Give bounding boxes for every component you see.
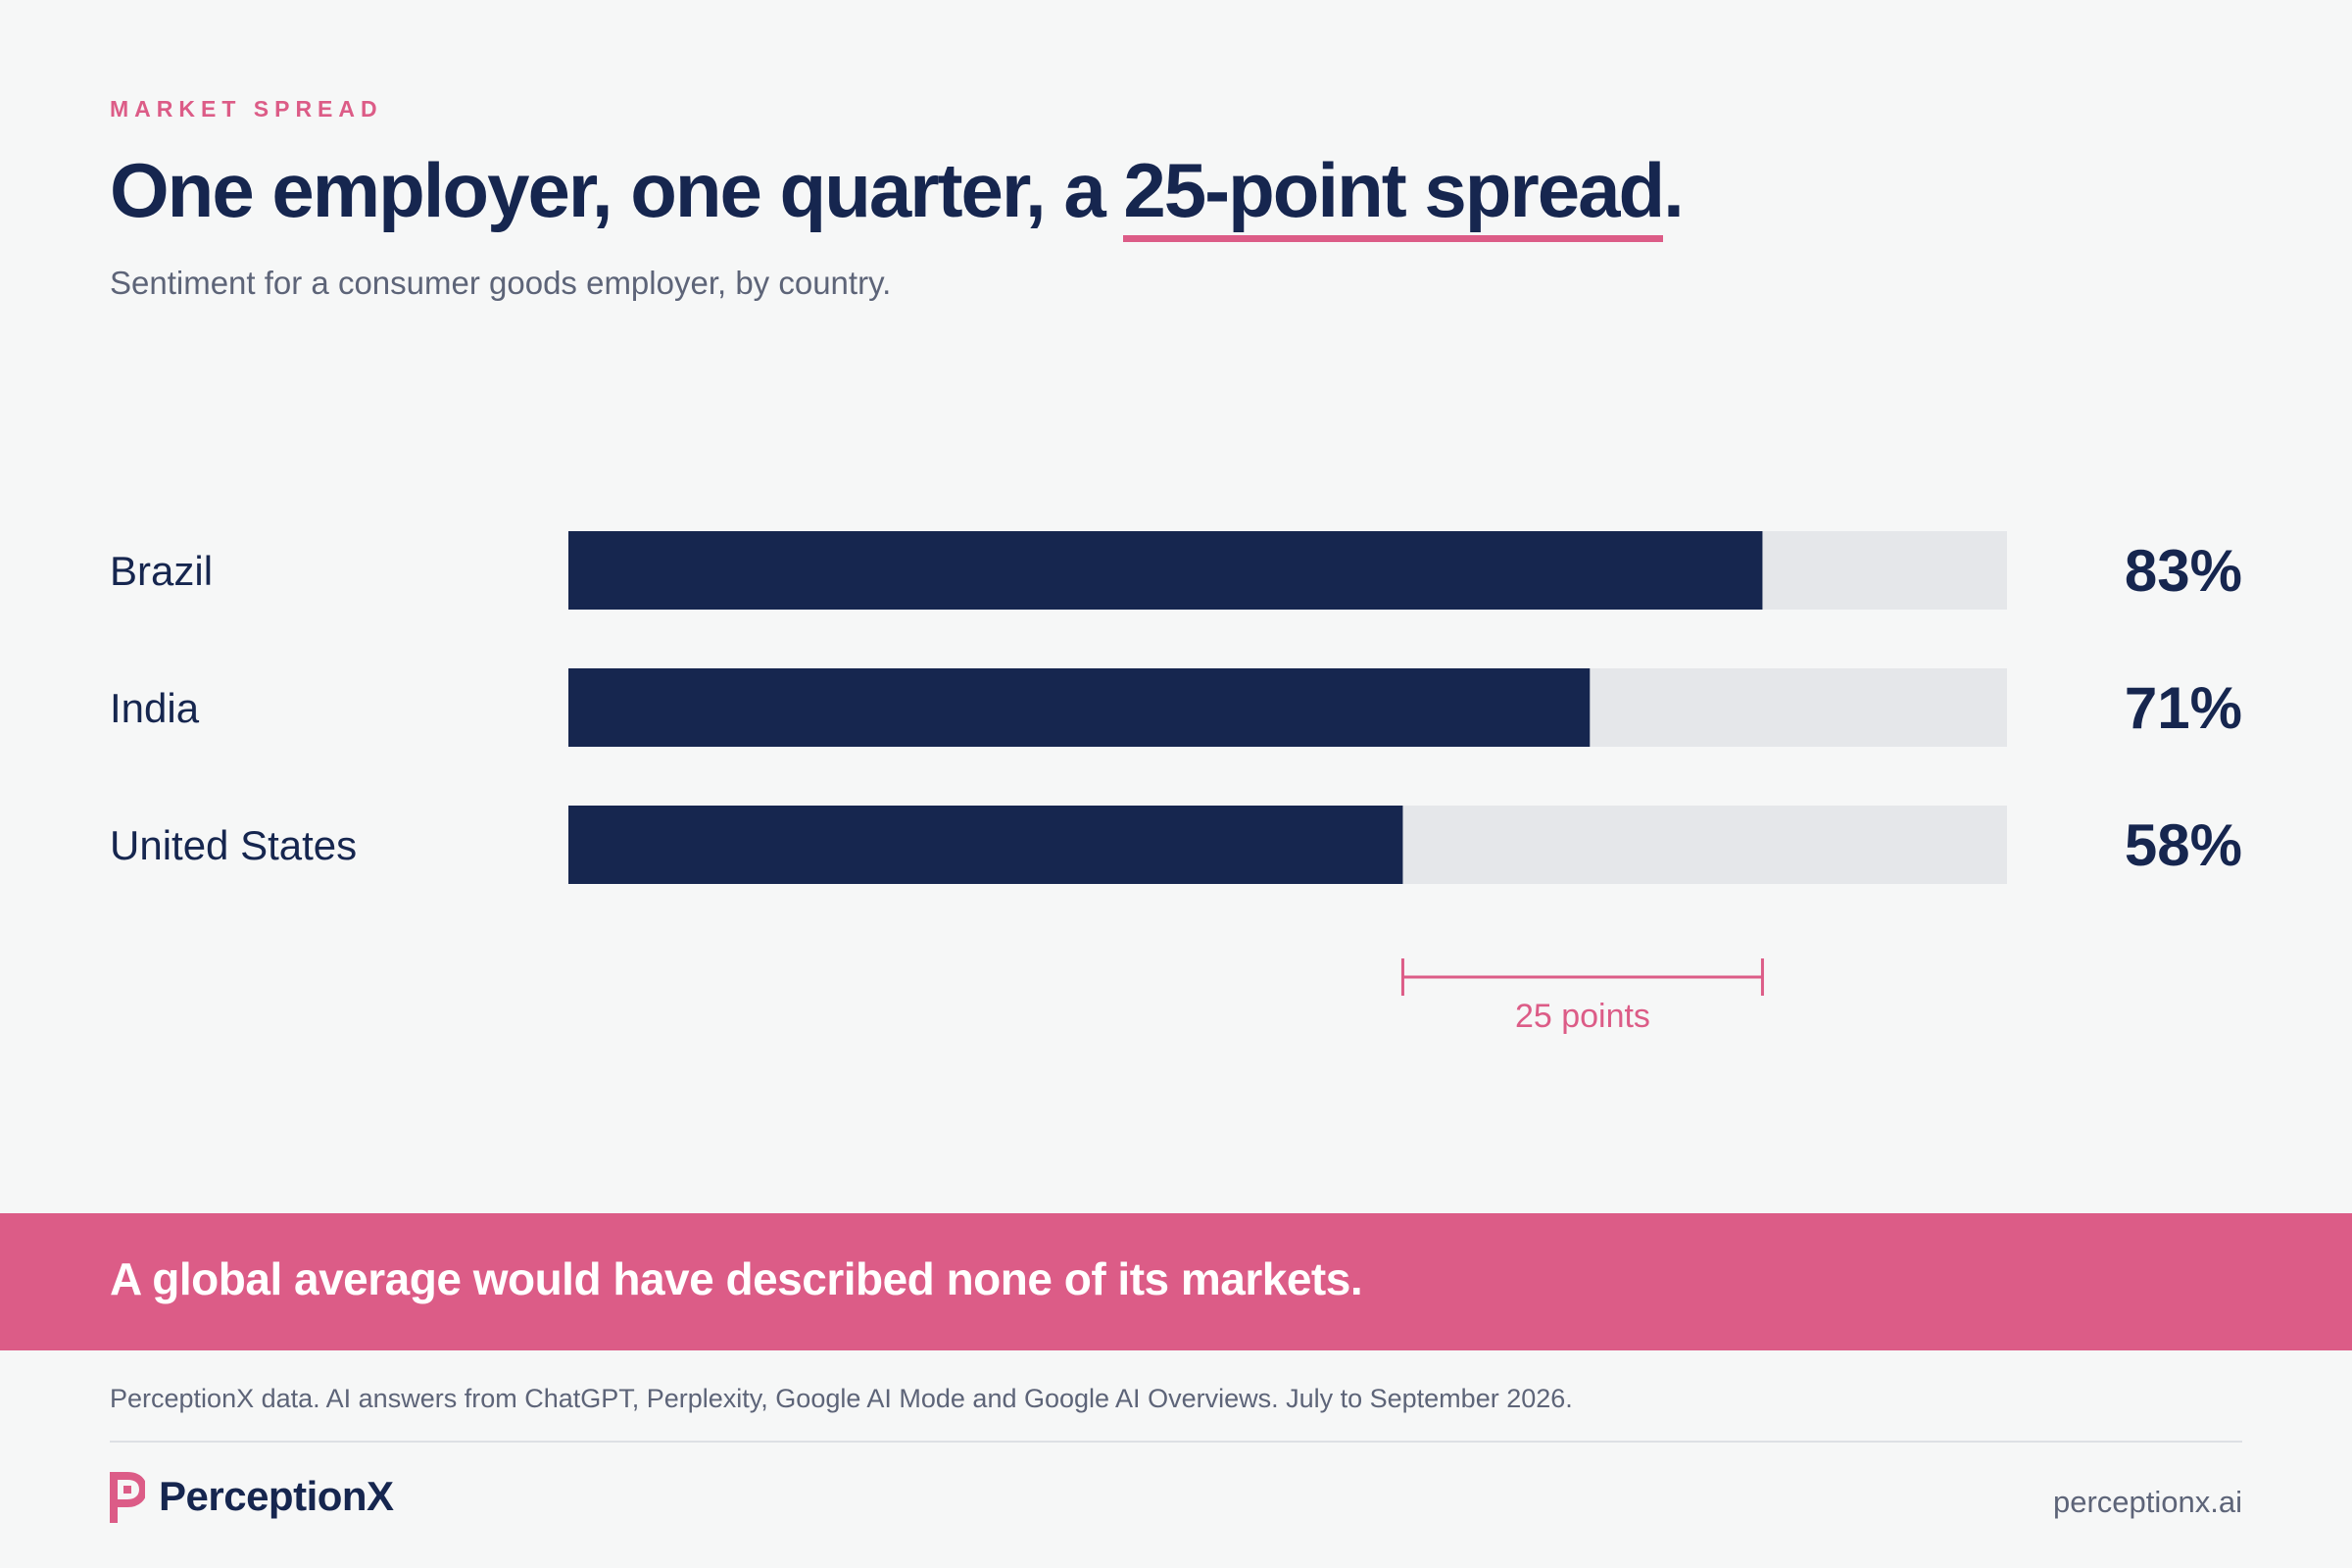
brand-name: PerceptionX xyxy=(159,1473,394,1519)
category-label-brazil: Brazil xyxy=(110,548,213,594)
page-subtitle: Sentiment for a consumer goods employer,… xyxy=(110,265,892,301)
spread-label: 25 points xyxy=(1515,998,1650,1035)
headline-start: One employer, one quarter, a xyxy=(110,147,1124,233)
headline-end: . xyxy=(1663,147,1685,233)
eyebrow-label: MARKET SPREAD xyxy=(110,96,383,122)
value-label-brazil: 83% xyxy=(2125,538,2242,604)
bar-chart: Brazil 83% India 71% United States 58% 25 poin… xyxy=(110,531,2242,1035)
takeaway-text: A global average would have described no… xyxy=(110,1253,1363,1304)
value-label-india: 71% xyxy=(2125,675,2242,741)
page-title: One employer, one quarter, a 25-point sp… xyxy=(110,147,1685,242)
site-url: perceptionx.ai xyxy=(2052,1485,2242,1519)
brand-logo: PerceptionX xyxy=(110,1470,394,1523)
bar-brazil xyxy=(568,531,1763,610)
source-note: PerceptionX data. AI answers from ChatGP… xyxy=(110,1384,1573,1413)
bar-india xyxy=(568,668,1591,747)
footer-divider xyxy=(110,1441,2242,1443)
perceptionx-logo-icon xyxy=(110,1472,145,1523)
takeaway-banner: A global average would have described no… xyxy=(0,1213,2352,1350)
value-label-united-states: 58% xyxy=(2125,812,2242,878)
category-label-india: India xyxy=(110,685,200,731)
headline-highlight: 25-point spread xyxy=(1123,147,1665,242)
bar-united-states xyxy=(568,806,1403,884)
category-label-united-states: United States xyxy=(110,822,357,868)
